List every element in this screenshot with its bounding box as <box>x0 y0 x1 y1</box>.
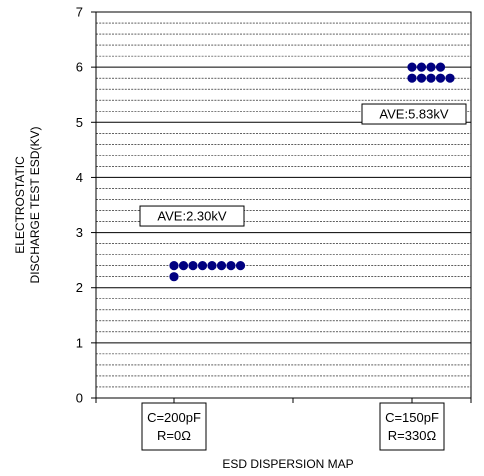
data-point <box>435 62 446 72</box>
data-point <box>169 261 179 271</box>
y-tick-label: 6 <box>76 60 83 75</box>
data-point <box>235 261 246 271</box>
y-tick-label: 5 <box>76 115 83 130</box>
data-point <box>207 261 217 271</box>
average-annotation-label: AVE:2.30kV <box>157 209 226 224</box>
data-point <box>445 73 455 83</box>
category-label-box <box>141 402 207 451</box>
data-point <box>426 73 436 83</box>
data-point <box>178 261 189 271</box>
data-point <box>197 261 208 271</box>
data-point <box>226 261 236 271</box>
x-axis-label: ESD DISPERSION MAP <box>222 457 353 471</box>
y-tick-label: 2 <box>76 280 83 295</box>
data-point <box>426 62 436 72</box>
y-axis-ticks: 0 1 2 3 4 5 6 7 <box>76 5 96 406</box>
average-annotation-box <box>139 205 245 227</box>
data-point <box>169 272 179 282</box>
y-tick-label: 7 <box>76 5 83 20</box>
data-point <box>416 62 427 72</box>
data-point <box>407 62 417 72</box>
plot-frame <box>95 11 472 399</box>
y-axis-label-line-2: DISCHARGE TEST ESD(KV) <box>28 127 42 284</box>
average-annotation-label: AVE:5.83kV <box>379 107 448 122</box>
data-point <box>435 73 446 83</box>
data-point <box>188 261 198 271</box>
x-axis-ticks: C=200pF R=0Ω C=150pF R=330Ω <box>95 398 472 451</box>
y-tick-label: 1 <box>76 335 83 350</box>
category-label-box <box>379 402 445 451</box>
category-label-line-2: R=0Ω <box>157 428 191 443</box>
average-annotation-box <box>361 103 467 125</box>
category-label-line-2: R=330Ω <box>388 428 437 443</box>
category-label-line-1: C=150pF <box>385 410 439 425</box>
data-points <box>169 62 455 282</box>
y-tick-label: 3 <box>76 225 83 240</box>
data-point <box>216 261 227 271</box>
y-tick-label: 0 <box>76 391 83 406</box>
y-tick-label: 4 <box>76 170 83 185</box>
y-axis-label-line-1: ELECTROSTATIC <box>13 156 27 254</box>
data-point <box>407 73 417 83</box>
annotations: AVE:2.30kV AVE:5.83kV <box>139 103 467 227</box>
data-point <box>416 73 427 83</box>
category-label-line-1: C=200pF <box>147 410 201 425</box>
